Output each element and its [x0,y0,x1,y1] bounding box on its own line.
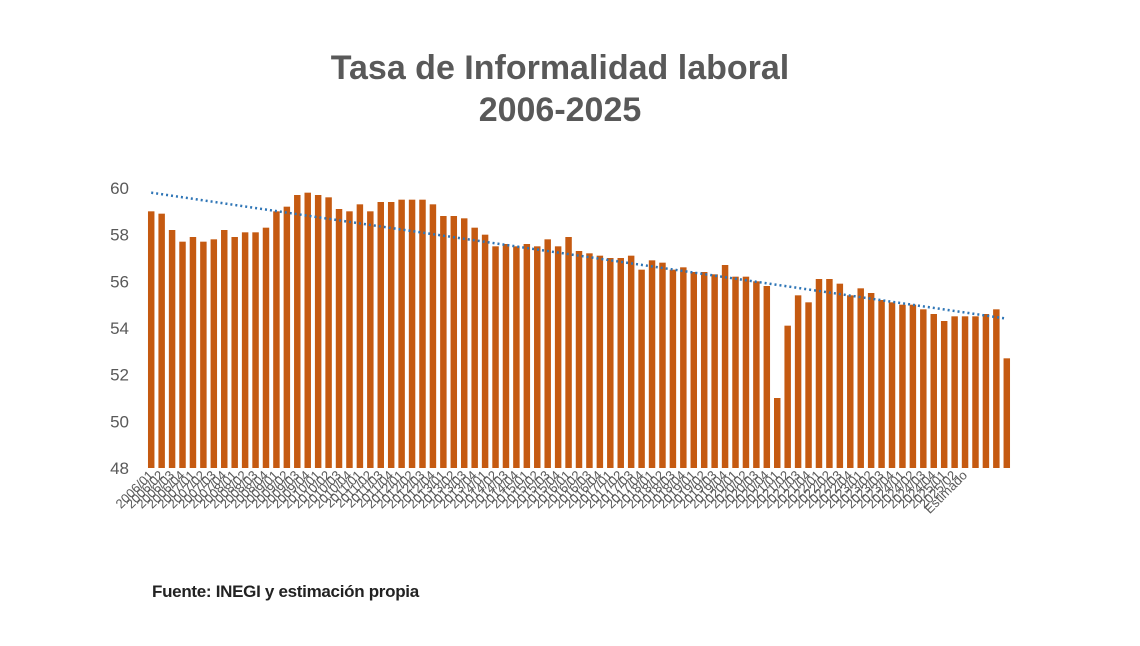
bar [940,321,948,468]
y-tick-label: 60 [110,179,129,198]
bar [158,213,165,468]
bar [189,237,197,468]
bar [982,314,990,468]
bar [544,239,551,468]
bar [690,272,698,468]
bar [774,398,781,468]
bar [513,246,520,468]
y-tick-label: 58 [110,226,129,245]
bar [659,262,666,468]
bar [794,295,802,468]
bar [168,230,176,468]
bar [805,302,812,468]
bar [648,260,656,468]
bar [450,216,458,468]
bar [377,202,384,468]
x-axis: 2006/012006/022006/032006/042007/012007/… [112,468,970,517]
bar [1003,358,1011,468]
bar [721,265,729,468]
bar [252,232,259,468]
y-axis: 48 50 52 54 56 58 60 [110,179,129,478]
bar [481,234,489,468]
bar [961,316,969,468]
bar [325,197,332,468]
bar [617,258,624,468]
bar [492,246,499,468]
bar [221,230,228,468]
bar [680,267,687,468]
bar [356,204,364,468]
bar-series [147,192,1011,469]
bar [554,246,562,468]
bar [408,199,416,469]
chart-subtitle: 2006-2025 [478,91,642,129]
bar [210,239,218,468]
bar [471,227,478,468]
bar [596,255,604,468]
bar [419,199,426,469]
bar [815,279,823,468]
bar [262,227,270,468]
bar [878,300,885,468]
bar [314,195,322,468]
trendline-path [151,191,1007,320]
bar [857,288,864,468]
bar [502,244,510,468]
bar [847,295,854,468]
bar [283,206,291,469]
bar [951,316,958,468]
bar [241,232,249,468]
bar [826,279,833,468]
bar [460,218,468,468]
bar [753,281,760,468]
bar [294,195,301,468]
bar [534,246,541,468]
bar [440,216,447,468]
bar [836,283,844,468]
source-note: Fuente: INEGI y estimación propia [152,582,419,601]
bar [387,202,395,468]
bar [273,211,280,468]
bar [523,244,531,468]
bar [888,302,896,468]
trendline [151,191,1007,320]
bar [763,286,771,468]
bar [231,237,238,468]
bar [784,325,791,468]
bar [304,192,311,469]
bar [669,269,677,468]
y-tick-label: 50 [110,412,129,431]
bar [200,241,207,468]
bar [586,253,593,468]
bar [899,304,906,468]
bar [920,309,927,468]
bar [732,276,739,468]
bar [638,269,645,468]
bar [429,204,437,468]
y-tick-label: 56 [110,272,129,291]
bar [346,211,353,468]
y-tick-label: 52 [110,366,129,385]
bar [607,258,614,468]
bar [627,255,635,468]
bar [565,237,572,468]
y-tick-label: 54 [110,319,129,338]
bar [335,209,343,468]
bar [993,309,1000,468]
bar [867,293,875,468]
y-tick-label: 48 [110,459,129,478]
bar [930,314,937,468]
bar [909,304,917,468]
bar [972,316,979,468]
bar [700,272,708,468]
bar [575,251,583,468]
chart-title: Tasa de Informalidad laboral [330,49,790,87]
bar [367,211,374,468]
bar [742,276,750,468]
bar [179,241,186,468]
bar [398,199,405,469]
bar [711,274,718,468]
bar [147,211,155,468]
